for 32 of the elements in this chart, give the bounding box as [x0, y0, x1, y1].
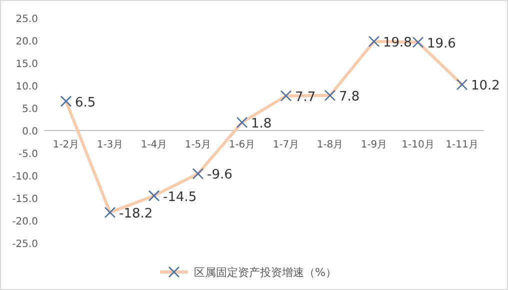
x-tick-label: 1-5月	[184, 140, 212, 150]
data-label: -18.2	[119, 206, 153, 222]
x-tick-label: 1-4月	[140, 140, 168, 150]
data-label: 7.7	[295, 90, 316, 105]
x-tick-label: 1-10月	[402, 140, 434, 150]
y-tick-label: 5.0	[22, 104, 38, 115]
x-tick-label: 1-7月	[272, 140, 300, 150]
y-tick-label: -25.0	[12, 239, 38, 250]
y-tick-label: 25.0	[16, 14, 38, 25]
x-tick-label: 1-8月	[316, 140, 344, 150]
data-label: 7.8	[339, 89, 360, 104]
legend-label: 区属固定资产投资增速（%）	[194, 266, 336, 279]
x-tick-label: 1-9月	[360, 140, 388, 150]
data-label: -14.5	[163, 190, 197, 205]
y-tick-label: 20.0	[16, 36, 38, 48]
data-label: -9.6	[207, 168, 232, 183]
data-label: 1.8	[251, 116, 272, 132]
y-tick-label: 15.0	[16, 59, 38, 70]
x-tick-label: 1-6月	[228, 140, 256, 150]
y-tick-label: -20.0	[12, 216, 38, 228]
y-tick-label: 10.0	[16, 82, 38, 92]
data-label: 19.6	[427, 36, 456, 52]
x-tick-label: 1-2月	[52, 140, 80, 150]
y-tick-label: -5.0	[18, 149, 38, 160]
y-tick-label: 0.0	[22, 126, 38, 138]
x-tick-label: 1-11月	[446, 140, 478, 150]
x-tick-label: 1-3月	[96, 140, 124, 150]
y-tick-label: -10.0	[12, 172, 38, 182]
data-label: 19.8	[383, 35, 412, 50]
y-tick-label: -15.0	[12, 194, 38, 205]
data-label: 10.2	[471, 78, 500, 94]
data-label: 6.5	[75, 95, 96, 110]
